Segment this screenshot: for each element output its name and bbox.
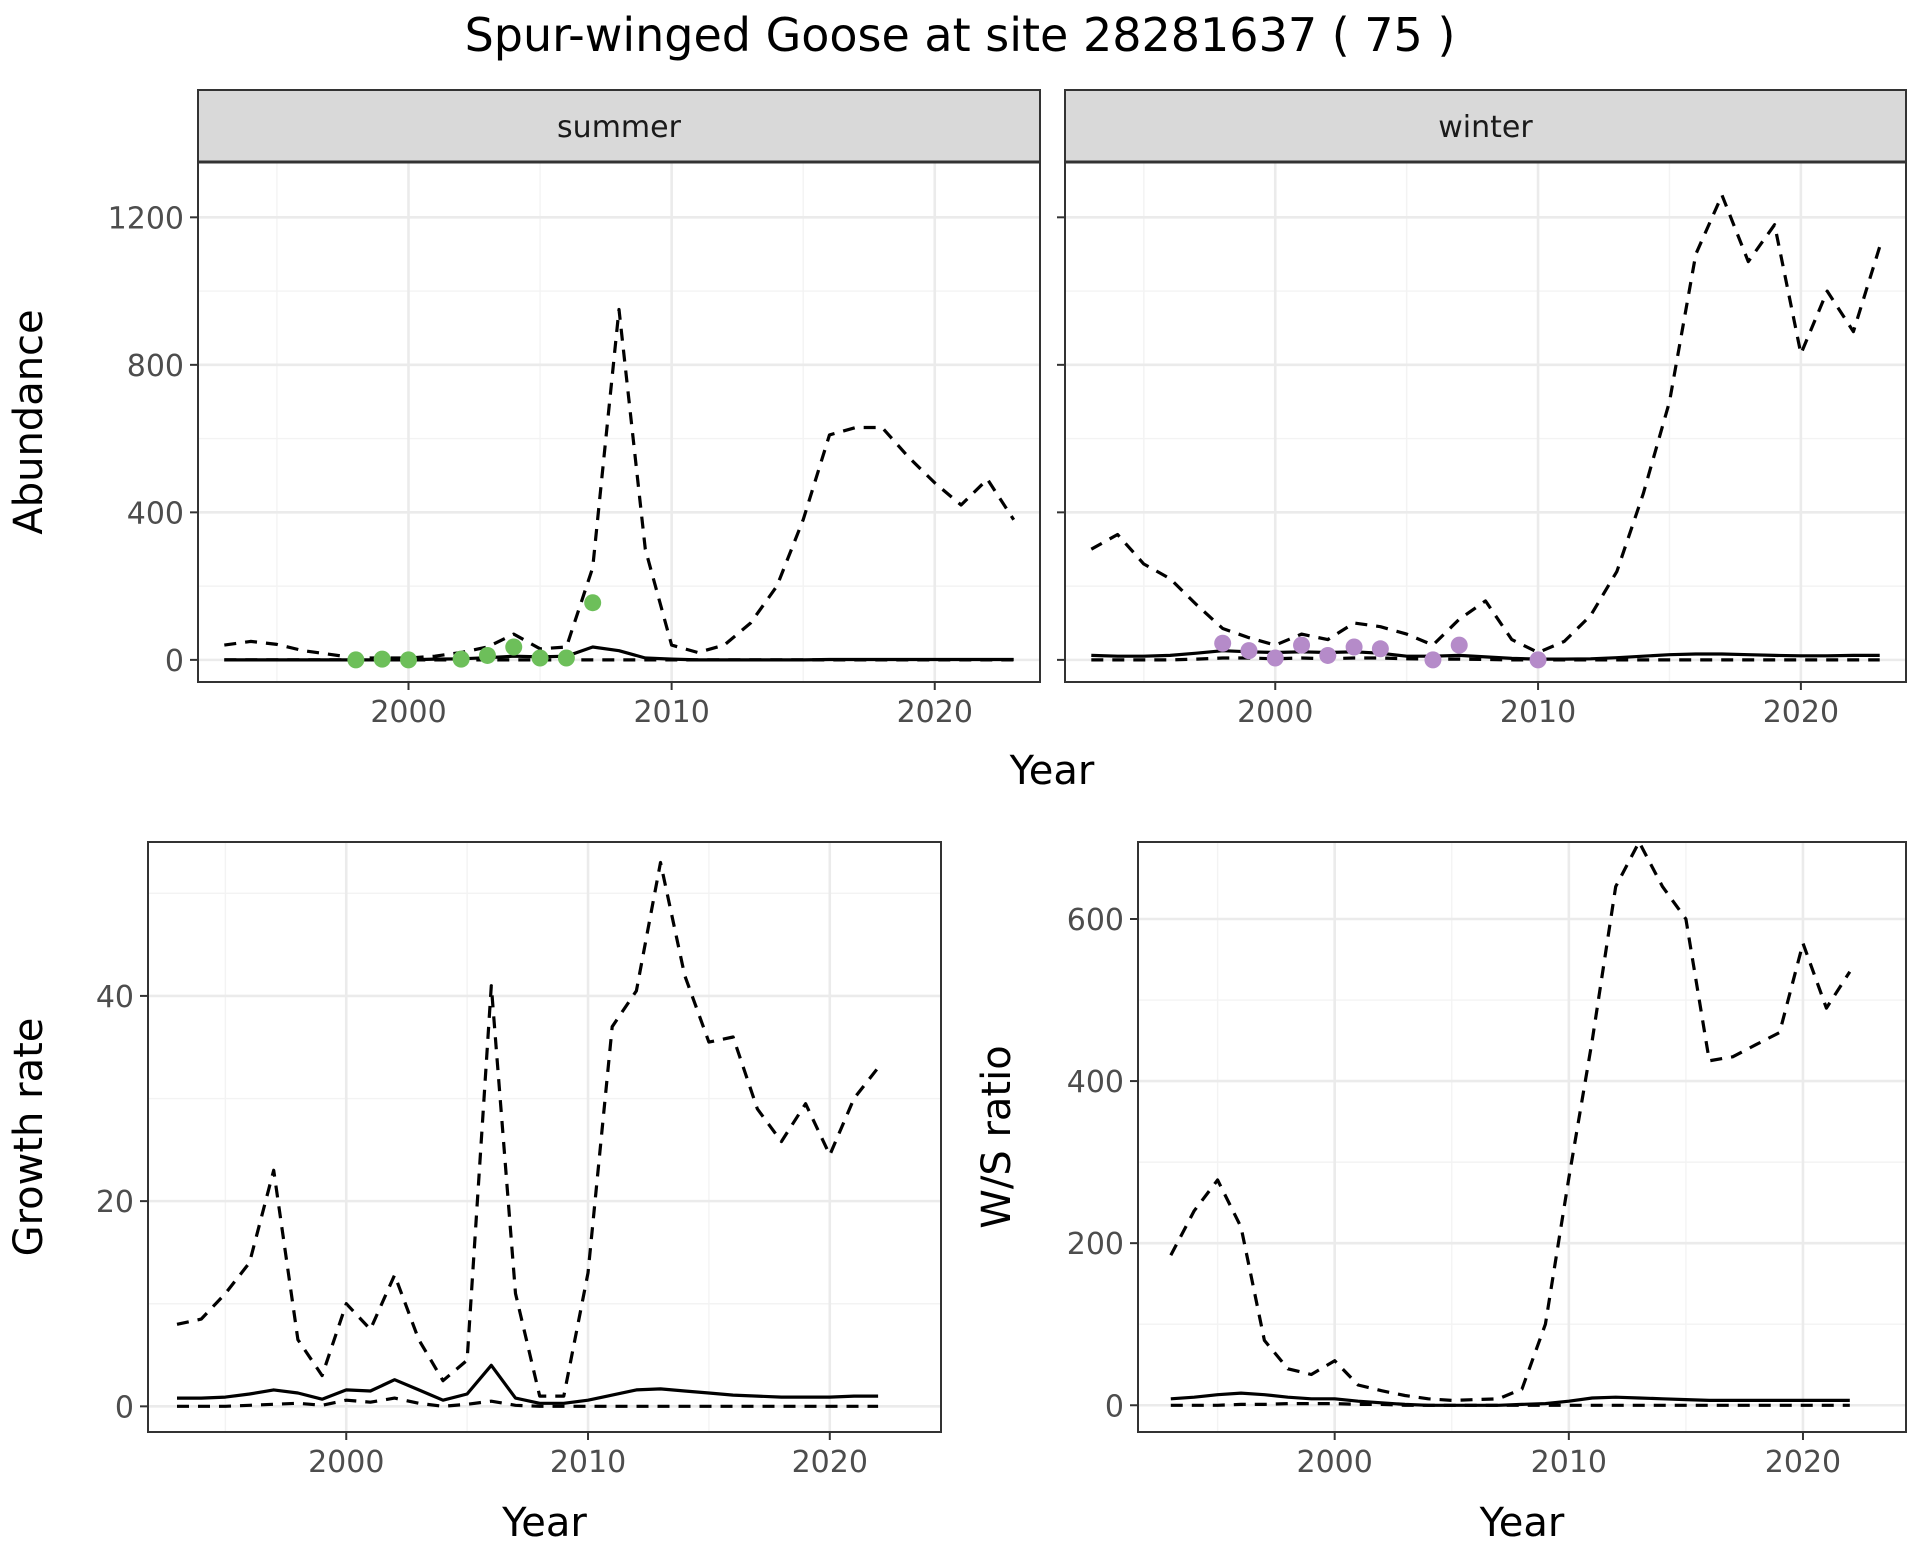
panel-border <box>1137 841 1907 1433</box>
data-point <box>1319 646 1337 664</box>
series-line-dashed-0 <box>1090 193 1882 655</box>
y-tick-label: 800 <box>127 349 184 384</box>
x-tick-label: 2020 <box>1763 695 1839 730</box>
data-point <box>373 650 391 668</box>
x-tick-label: 2000 <box>370 695 446 730</box>
series-line-dashed-0 <box>1169 840 1852 1402</box>
data-point <box>1450 636 1468 654</box>
x-tick-label: 2010 <box>1500 695 1576 730</box>
x-tick-label: 2020 <box>897 695 973 730</box>
panel-winter <box>1057 89 1907 690</box>
series-line-dashed-0 <box>224 307 1016 660</box>
panel-border <box>1064 161 1907 683</box>
data-point <box>531 649 549 667</box>
facet-strip <box>197 89 1041 163</box>
series-line-solid-1 <box>224 645 1014 662</box>
x-tick-label: 2000 <box>1297 1445 1373 1480</box>
y-tick-label: 200 <box>1067 1227 1124 1262</box>
x-tick-label: 2020 <box>1765 1445 1841 1480</box>
data-point <box>1266 649 1284 667</box>
data-point <box>1371 640 1389 658</box>
series-line-solid-1 <box>177 1363 879 1405</box>
data-point <box>584 594 602 612</box>
data-point <box>1214 634 1232 652</box>
chart-title: Spur-winged Goose at site 28281637 ( 75 … <box>464 8 1456 62</box>
y-tick-label: 40 <box>96 980 134 1015</box>
x-tick-label: 2000 <box>308 1445 384 1480</box>
y-axis-title: W/S ratio <box>974 1045 1020 1228</box>
y-tick-label: 1200 <box>108 201 184 236</box>
data-point <box>505 638 523 656</box>
y-axis-title: Abundance <box>6 309 52 534</box>
panel-growth-rate <box>140 841 942 1440</box>
y-tick-label: 0 <box>165 644 184 679</box>
data-point <box>400 651 417 669</box>
x-tick-label: 2010 <box>550 1445 626 1480</box>
x-tick-label: 2000 <box>1237 695 1313 730</box>
data-point <box>1424 651 1442 669</box>
data-point <box>1293 636 1311 654</box>
facet-label: summer <box>557 110 682 145</box>
x-axis-title-shared: Year <box>1009 748 1095 794</box>
data-point <box>347 651 365 669</box>
data-point <box>1345 638 1363 656</box>
data-point <box>557 649 575 667</box>
series-line-dashed-0 <box>176 860 880 1398</box>
data-point <box>1240 642 1258 660</box>
series-line-dashed-2 <box>177 1396 879 1408</box>
y-tick-label: 0 <box>1105 1389 1124 1424</box>
data-point <box>1529 651 1547 669</box>
facet-label: winter <box>1438 110 1533 145</box>
data-point <box>478 646 496 664</box>
panel-w-s-ratio <box>1130 840 1907 1440</box>
series-line-dashed-2 <box>1091 656 1880 662</box>
data-point <box>452 650 470 668</box>
x-tick-label: 2020 <box>792 1445 868 1480</box>
x-axis-title: Year <box>1479 1500 1565 1546</box>
panel-border <box>197 161 1041 683</box>
x-axis-title: Year <box>501 1500 587 1546</box>
x-tick-label: 2010 <box>1531 1445 1607 1480</box>
x-tick-label: 2010 <box>633 695 709 730</box>
y-tick-label: 400 <box>1067 1065 1124 1100</box>
series-line-dashed-2 <box>1170 1402 1850 1407</box>
y-tick-label: 0 <box>115 1390 134 1425</box>
y-tick-label: 20 <box>96 1185 134 1220</box>
panel-border <box>147 841 942 1433</box>
y-axis-title: Growth rate <box>6 1018 52 1257</box>
y-tick-label: 600 <box>1067 903 1124 938</box>
y-tick-label: 400 <box>127 496 184 531</box>
panel-summer <box>190 89 1041 690</box>
series-line-solid-1 <box>1091 649 1880 661</box>
